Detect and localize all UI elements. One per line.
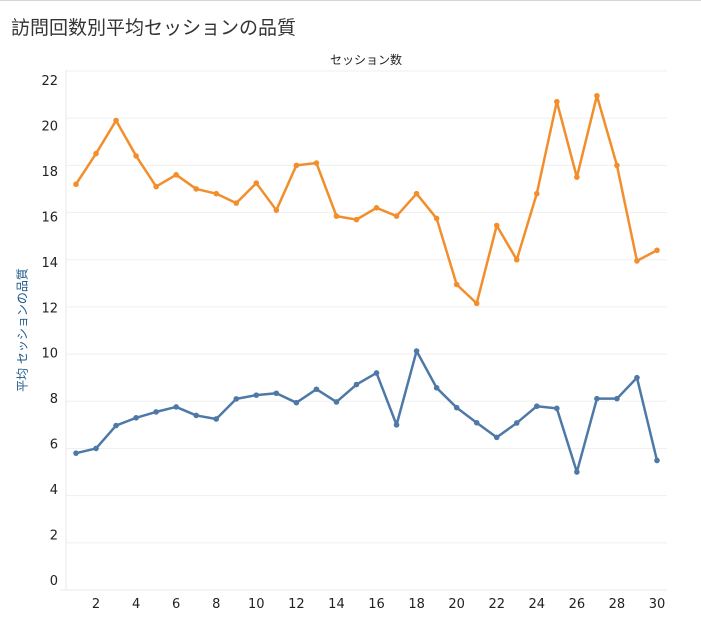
data-point-1 [193, 412, 200, 419]
data-point-0 [393, 213, 400, 219]
data-point-1 [594, 395, 600, 402]
data-point-1 [133, 414, 139, 421]
data-point-1 [153, 409, 159, 415]
data-point-1 [173, 404, 179, 410]
x-tick-label: 16 [368, 597, 385, 612]
y-tick-label: 14 [41, 256, 58, 271]
x-tick-label: 22 [488, 597, 505, 612]
data-point-0 [273, 207, 280, 213]
x-tick-label: 14 [328, 597, 345, 612]
data-point-0 [614, 162, 620, 169]
data-point-0 [293, 162, 300, 169]
data-point-1 [453, 404, 460, 411]
data-point-0 [373, 205, 380, 211]
data-point-1 [213, 416, 220, 422]
data-point-1 [433, 385, 440, 391]
y-tick-label: 8 [50, 392, 58, 407]
data-point-0 [113, 117, 119, 124]
data-point-1 [73, 450, 79, 456]
y-tick-label: 18 [41, 165, 58, 180]
data-point-0 [554, 98, 560, 105]
data-point-1 [313, 386, 320, 393]
data-point-0 [634, 258, 640, 264]
data-point-0 [574, 174, 580, 180]
data-point-0 [473, 300, 480, 307]
y-tick-label: 0 [50, 574, 58, 589]
x-tick-label: 4 [132, 597, 140, 612]
data-point-0 [333, 213, 340, 219]
data-point-1 [513, 420, 520, 426]
data-point-1 [253, 392, 260, 398]
data-point-0 [213, 190, 220, 197]
data-point-0 [433, 215, 440, 222]
x-tick-label: 10 [248, 597, 265, 612]
data-point-1 [634, 374, 640, 381]
y-tick-label: 20 [41, 119, 58, 134]
data-point-1 [574, 469, 580, 475]
top-border [0, 0, 701, 1]
data-point-1 [614, 395, 620, 402]
data-point-0 [453, 281, 460, 288]
data-point-1 [233, 396, 240, 402]
data-point-1 [333, 399, 340, 405]
x-tick-label: 24 [529, 597, 546, 612]
data-point-1 [93, 445, 99, 452]
data-point-0 [654, 247, 660, 254]
y-tick-label: 12 [41, 301, 58, 316]
data-point-0 [253, 180, 260, 186]
data-point-1 [273, 390, 280, 397]
data-point-0 [153, 183, 159, 190]
data-point-0 [133, 153, 139, 159]
x-tick-label: 6 [172, 597, 180, 612]
data-point-1 [533, 403, 540, 410]
data-point-0 [173, 172, 179, 178]
data-point-1 [413, 348, 420, 354]
data-point-0 [513, 256, 520, 263]
x-tick-label: 18 [408, 597, 425, 612]
x-tick-label: 30 [649, 597, 666, 612]
data-point-1 [473, 419, 480, 426]
chart-title: 訪問回数別平均セッションの品質 [11, 17, 297, 39]
x-tick-label: 12 [288, 597, 305, 612]
x-tick-label: 26 [569, 597, 586, 612]
y-tick-label: 6 [50, 438, 58, 453]
x-tick-label: 8 [212, 597, 220, 612]
data-point-0 [353, 216, 360, 223]
y-tick-label: 2 [50, 529, 58, 544]
data-point-0 [233, 200, 240, 206]
data-point-0 [533, 190, 540, 197]
data-point-0 [93, 150, 99, 157]
y-tick-label: 22 [41, 74, 58, 89]
data-point-1 [113, 422, 119, 429]
data-point-0 [493, 222, 500, 229]
data-point-1 [353, 381, 360, 388]
y-tick-label: 16 [41, 210, 58, 225]
x-tick-label: 20 [448, 597, 465, 612]
data-point-1 [373, 370, 380, 376]
data-point-1 [654, 457, 660, 464]
y-tick-label: 4 [50, 483, 58, 498]
data-point-0 [73, 181, 79, 188]
x-tick-label: 2 [92, 597, 100, 612]
series-line-0 [74, 94, 658, 305]
data-point-0 [413, 190, 420, 197]
data-point-0 [313, 160, 320, 166]
data-point-1 [293, 399, 300, 406]
series-line-1 [75, 349, 659, 474]
data-point-0 [193, 186, 200, 192]
y-tick-label: 10 [41, 347, 58, 362]
data-point-1 [393, 422, 400, 428]
x-axis-title: セッション数 [329, 53, 402, 67]
x-tick-label: 28 [609, 597, 626, 612]
data-point-0 [594, 92, 600, 99]
data-point-1 [554, 405, 560, 412]
data-point-1 [493, 434, 500, 441]
